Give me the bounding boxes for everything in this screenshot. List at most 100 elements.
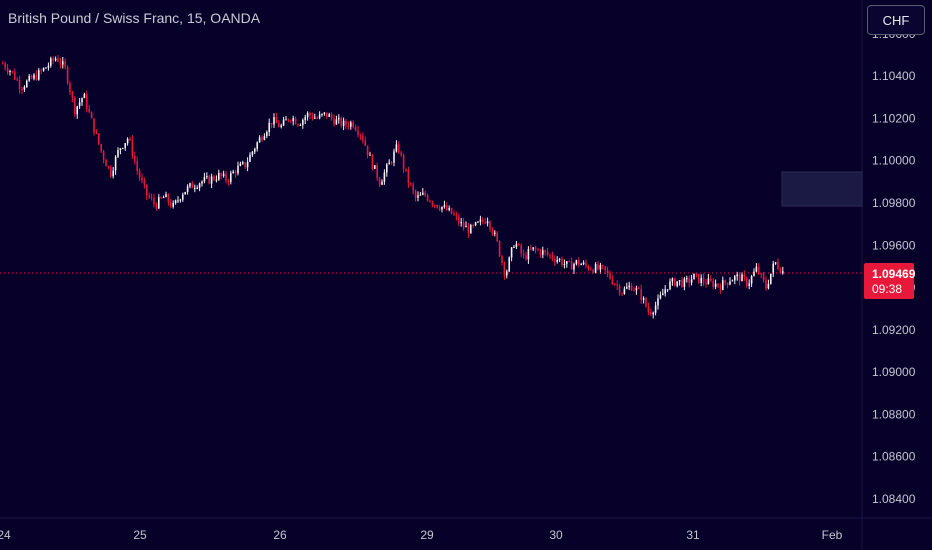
candle [765,276,767,291]
candle-body [486,221,489,224]
candle-body [311,115,314,119]
candle-body [321,113,323,115]
candle-body [717,283,719,287]
candle-body [520,245,522,254]
candle [426,193,429,202]
candle-body [285,119,287,121]
candle [321,113,323,117]
candle-body [765,280,767,289]
candle [59,57,62,69]
candle [378,177,381,188]
candle-body [664,289,666,294]
candle-body [611,278,614,285]
candle [280,123,282,129]
candle-body [484,221,486,224]
candle [14,68,16,81]
candle [383,169,386,185]
candle [563,259,566,269]
candle [561,256,563,267]
candle-body [722,280,724,290]
candle-body [388,162,390,165]
candle [234,169,237,178]
candle [148,192,150,200]
candle [614,283,616,287]
candle-body [741,274,743,282]
candle [11,70,14,74]
candle [33,73,35,81]
candle-body [767,283,770,289]
candle-body [724,280,726,283]
candle-body [155,203,158,209]
candle [107,165,110,170]
candle [54,56,57,62]
candle [726,282,729,289]
candle-body [650,312,652,315]
candle [369,151,371,156]
candle [45,67,47,69]
candle [196,185,198,190]
candle [544,249,546,256]
candle [136,156,138,175]
candle [551,251,554,262]
currency-button[interactable]: CHF [867,5,925,35]
candle-body [748,283,750,286]
candle [114,155,117,175]
candle [282,116,285,127]
candle-body [52,58,54,61]
candle [407,166,410,188]
candle-body [112,170,114,177]
candle-body [352,122,354,127]
candle-body [690,279,693,283]
candle-body [758,266,760,274]
candle [674,277,676,287]
candle [659,291,662,300]
candle-body [623,288,626,294]
candle [580,262,582,266]
candle [182,192,184,202]
candle-body [59,61,62,65]
candle-body [695,273,698,275]
candle-body [386,164,388,173]
candle-body [419,194,422,196]
candle-body [671,278,674,282]
candle-body [707,278,710,285]
candle-body [28,76,30,81]
candle-body [203,177,206,182]
candle-body [436,205,438,208]
candle [66,65,69,85]
time-axis: 24 25 26 29 30 31 Feb [0,528,843,542]
candle [676,281,678,288]
candle-body [753,271,755,276]
y-tick-label: 1.08400 [872,492,916,506]
candle [172,200,174,209]
candle-body [196,187,198,189]
candle-body [597,264,599,270]
candle [393,148,395,167]
candle-body [438,207,441,210]
candle [357,125,359,138]
candle [268,118,270,137]
candle [712,278,714,290]
candle [501,254,503,266]
candle [678,280,681,286]
candle-body [290,120,292,122]
candle-body [407,170,410,184]
candle [436,204,438,209]
candle-body [143,180,146,185]
candle [71,90,74,103]
candle-body [304,117,306,120]
candle [484,217,486,225]
candle [62,56,64,69]
candle-body [582,262,585,265]
candle-body [640,288,642,300]
candle-body [702,277,705,283]
candle [21,86,23,94]
candle [160,196,162,199]
candle [230,170,232,185]
candle-body [630,285,633,291]
x-tick-label: 26 [273,528,287,542]
candle-body [542,250,544,255]
candle [450,207,453,215]
